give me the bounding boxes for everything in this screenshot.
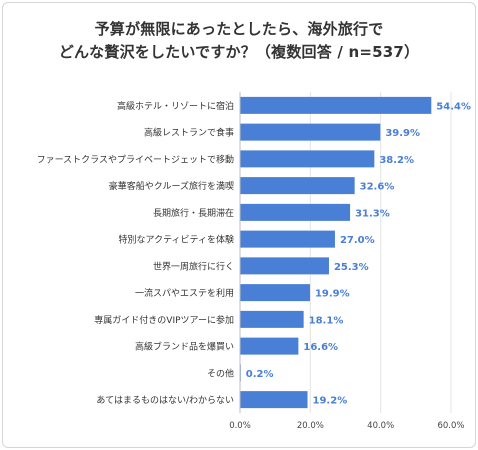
category-label: 豪華客船やクルーズ旅行を満喫	[109, 180, 234, 192]
bar	[240, 203, 351, 221]
category-label: 高級レストランで食事	[144, 127, 234, 139]
category-label: その他	[207, 367, 234, 379]
value-label: 38.2%	[379, 155, 414, 166]
x-tick-label: 60.0%	[437, 421, 464, 431]
chart-title-line-1: 予算が無限にあったとしたら、海外旅行で	[94, 20, 384, 38]
bar	[240, 257, 329, 275]
value-label: 19.9%	[315, 289, 350, 300]
category-label: 専属ガイド付きのVIPツアーに参加	[94, 314, 234, 326]
value-label: 31.3%	[355, 208, 390, 219]
value-label: 18.1%	[309, 315, 344, 326]
bar	[240, 284, 310, 302]
value-label: 16.6%	[303, 342, 338, 353]
bar	[240, 391, 308, 409]
category-label: 特別なアクティビティを体験	[119, 234, 234, 246]
chart-title-line-2: どんな贅沢をしたいですか？（複数回答 / n=537）	[58, 43, 420, 61]
value-label: 25.3%	[334, 262, 369, 273]
category-label: 高級ブランド品を爆買い	[135, 341, 234, 353]
bar	[240, 310, 304, 328]
category-label: 一流スパやエステを利用	[135, 287, 234, 299]
value-label: 39.9%	[385, 128, 420, 139]
value-label: 0.2%	[246, 369, 274, 380]
value-label: 19.2%	[313, 396, 348, 407]
bar	[240, 150, 375, 168]
x-tick-label: 40.0%	[367, 421, 394, 431]
value-label: 54.4%	[436, 101, 471, 112]
category-label: 長期旅行・長期滞在	[153, 207, 234, 219]
bar	[240, 177, 355, 195]
value-label: 32.6%	[360, 182, 395, 193]
category-label: あてはまるものはない/わからない	[96, 395, 234, 406]
category-label: 世界一周旅行に行く	[153, 260, 234, 272]
bar	[240, 337, 299, 355]
x-tick-label: 20.0%	[297, 421, 324, 431]
category-label: 高級ホテル・リゾートに宿泊	[117, 100, 234, 112]
category-label: ファーストクラスやプライベートジェットで移動	[37, 153, 234, 165]
x-tick-label: 0.0%	[229, 421, 251, 431]
bar	[240, 123, 381, 141]
bar	[240, 96, 432, 114]
value-label: 27.0%	[340, 235, 375, 246]
bar	[240, 230, 335, 248]
